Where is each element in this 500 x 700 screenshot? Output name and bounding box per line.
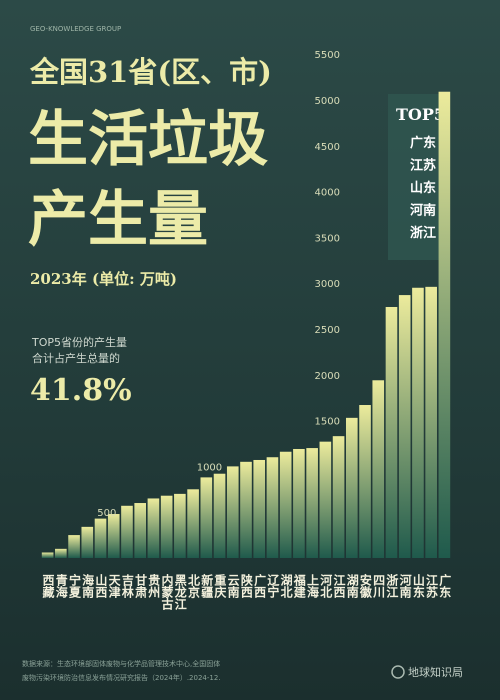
x-tick-label: 山东 [411, 574, 426, 598]
bar [253, 459, 266, 558]
annotation-line: TOP5省份的产生量 [31, 335, 127, 349]
y-tick-label: 2500 [315, 325, 340, 336]
bar [385, 306, 398, 558]
y-tick-label: 3000 [315, 279, 340, 290]
bar [147, 498, 160, 558]
annotation-value: 41.8% [30, 373, 132, 408]
bar [266, 457, 279, 558]
y-tick-label: 2000 [315, 371, 340, 382]
x-tick-label: 安徽 [358, 574, 373, 598]
bar [41, 552, 54, 558]
bar [293, 448, 305, 558]
bar [319, 441, 332, 558]
x-tick-label: 北京 [186, 574, 201, 598]
y-tick-label: 4500 [315, 142, 340, 153]
bar [425, 286, 437, 558]
title-line: 生活垃圾 [28, 105, 268, 175]
x-tick-label: 海南 [80, 574, 95, 598]
y-tick-label: 500 [97, 508, 116, 519]
y-tick-label: 3500 [315, 233, 340, 244]
bar [398, 295, 411, 558]
y-tick-label: 5500 [315, 50, 340, 61]
source: 数据来源：生态环境部固体废物与化学品管理技术中心,全国固体 [22, 659, 220, 668]
x-tick-label: 吉林 [120, 574, 135, 598]
x-tick-label: 河南 [398, 574, 413, 598]
x-tick-label: 重庆 [212, 574, 227, 598]
top5-item: 广东 [410, 135, 436, 151]
x-tick-label: 辽宁 [265, 574, 280, 598]
bar [134, 503, 147, 558]
x-tick-label: 上海 [305, 574, 320, 598]
x-tick-label: 内蒙古 [160, 574, 175, 610]
top5-item: 河南 [410, 203, 436, 219]
bar [359, 405, 371, 558]
bar [107, 514, 120, 558]
y-tick-label: 4000 [315, 188, 340, 199]
x-tick-label: 陕西 [239, 574, 254, 598]
x-tick-label: 江苏 [424, 574, 439, 598]
x-tick-label: 天津 [107, 574, 122, 598]
x-tick-label: 青海 [54, 574, 69, 598]
bar [94, 518, 107, 558]
y-tick-label: 1500 [315, 417, 340, 428]
footer: 地球知识局 [408, 665, 463, 679]
x-tick-label: 云南 [226, 574, 241, 598]
bar [200, 477, 213, 558]
x-tick-label: 江西 [331, 574, 346, 598]
x-tick-label: 新疆 [199, 574, 214, 598]
bar [240, 461, 252, 558]
x-tick-label: 河北 [318, 574, 333, 598]
bar [68, 535, 80, 558]
x-tick-label: 浙江 [384, 574, 399, 598]
y-tick-label: 1000 [197, 462, 222, 473]
footer-icon [391, 665, 405, 679]
x-tick-label: 湖南 [345, 574, 360, 598]
title-line: 产生量 [28, 185, 208, 255]
x-tick-label: 福建 [292, 574, 307, 598]
bar [187, 489, 199, 558]
x-tick-label: 甘肃 [133, 574, 148, 598]
bar [213, 473, 226, 558]
bar [332, 436, 345, 558]
bar [306, 448, 318, 558]
top5-item: 浙江 [410, 225, 436, 241]
x-tick-label: 广东 [437, 574, 452, 598]
top5-title: TOP5 [396, 105, 445, 124]
bar [372, 380, 385, 558]
x-tick-label: 广西 [252, 574, 267, 598]
bar [226, 466, 239, 558]
x-tick-label: 西藏 [41, 574, 55, 598]
annotation-line: 合计占产生总量的 [32, 351, 120, 365]
subtitle: 2023年 (单位: 万吨) [30, 270, 177, 288]
bar [412, 287, 424, 558]
x-tick-label: 贵州 [146, 574, 161, 598]
x-tick-label: 湖北 [279, 574, 294, 598]
source: 废物污染环境防治信息发布情况研究报告（2024年）.2024-12. [22, 673, 221, 682]
x-tick-label: 山西 [93, 574, 108, 598]
bar [345, 417, 358, 558]
x-tick-label: 宁夏 [67, 574, 82, 598]
brand: GEO-KNOWLEDGE GROUP [30, 25, 121, 33]
x-tick-label: 四川 [371, 574, 386, 598]
x-tick-label: 黑龙江 [173, 574, 188, 610]
y-tick-label: 5000 [315, 96, 340, 107]
bar [279, 451, 292, 558]
top5-item: 山东 [410, 180, 436, 196]
bar [160, 495, 173, 558]
bar [174, 493, 186, 558]
title-line: 全国31省(区、市) [29, 55, 272, 89]
bar [81, 526, 94, 558]
bar [55, 548, 67, 558]
top5-item: 江苏 [410, 158, 436, 174]
bar [121, 505, 133, 558]
bar [438, 91, 451, 559]
